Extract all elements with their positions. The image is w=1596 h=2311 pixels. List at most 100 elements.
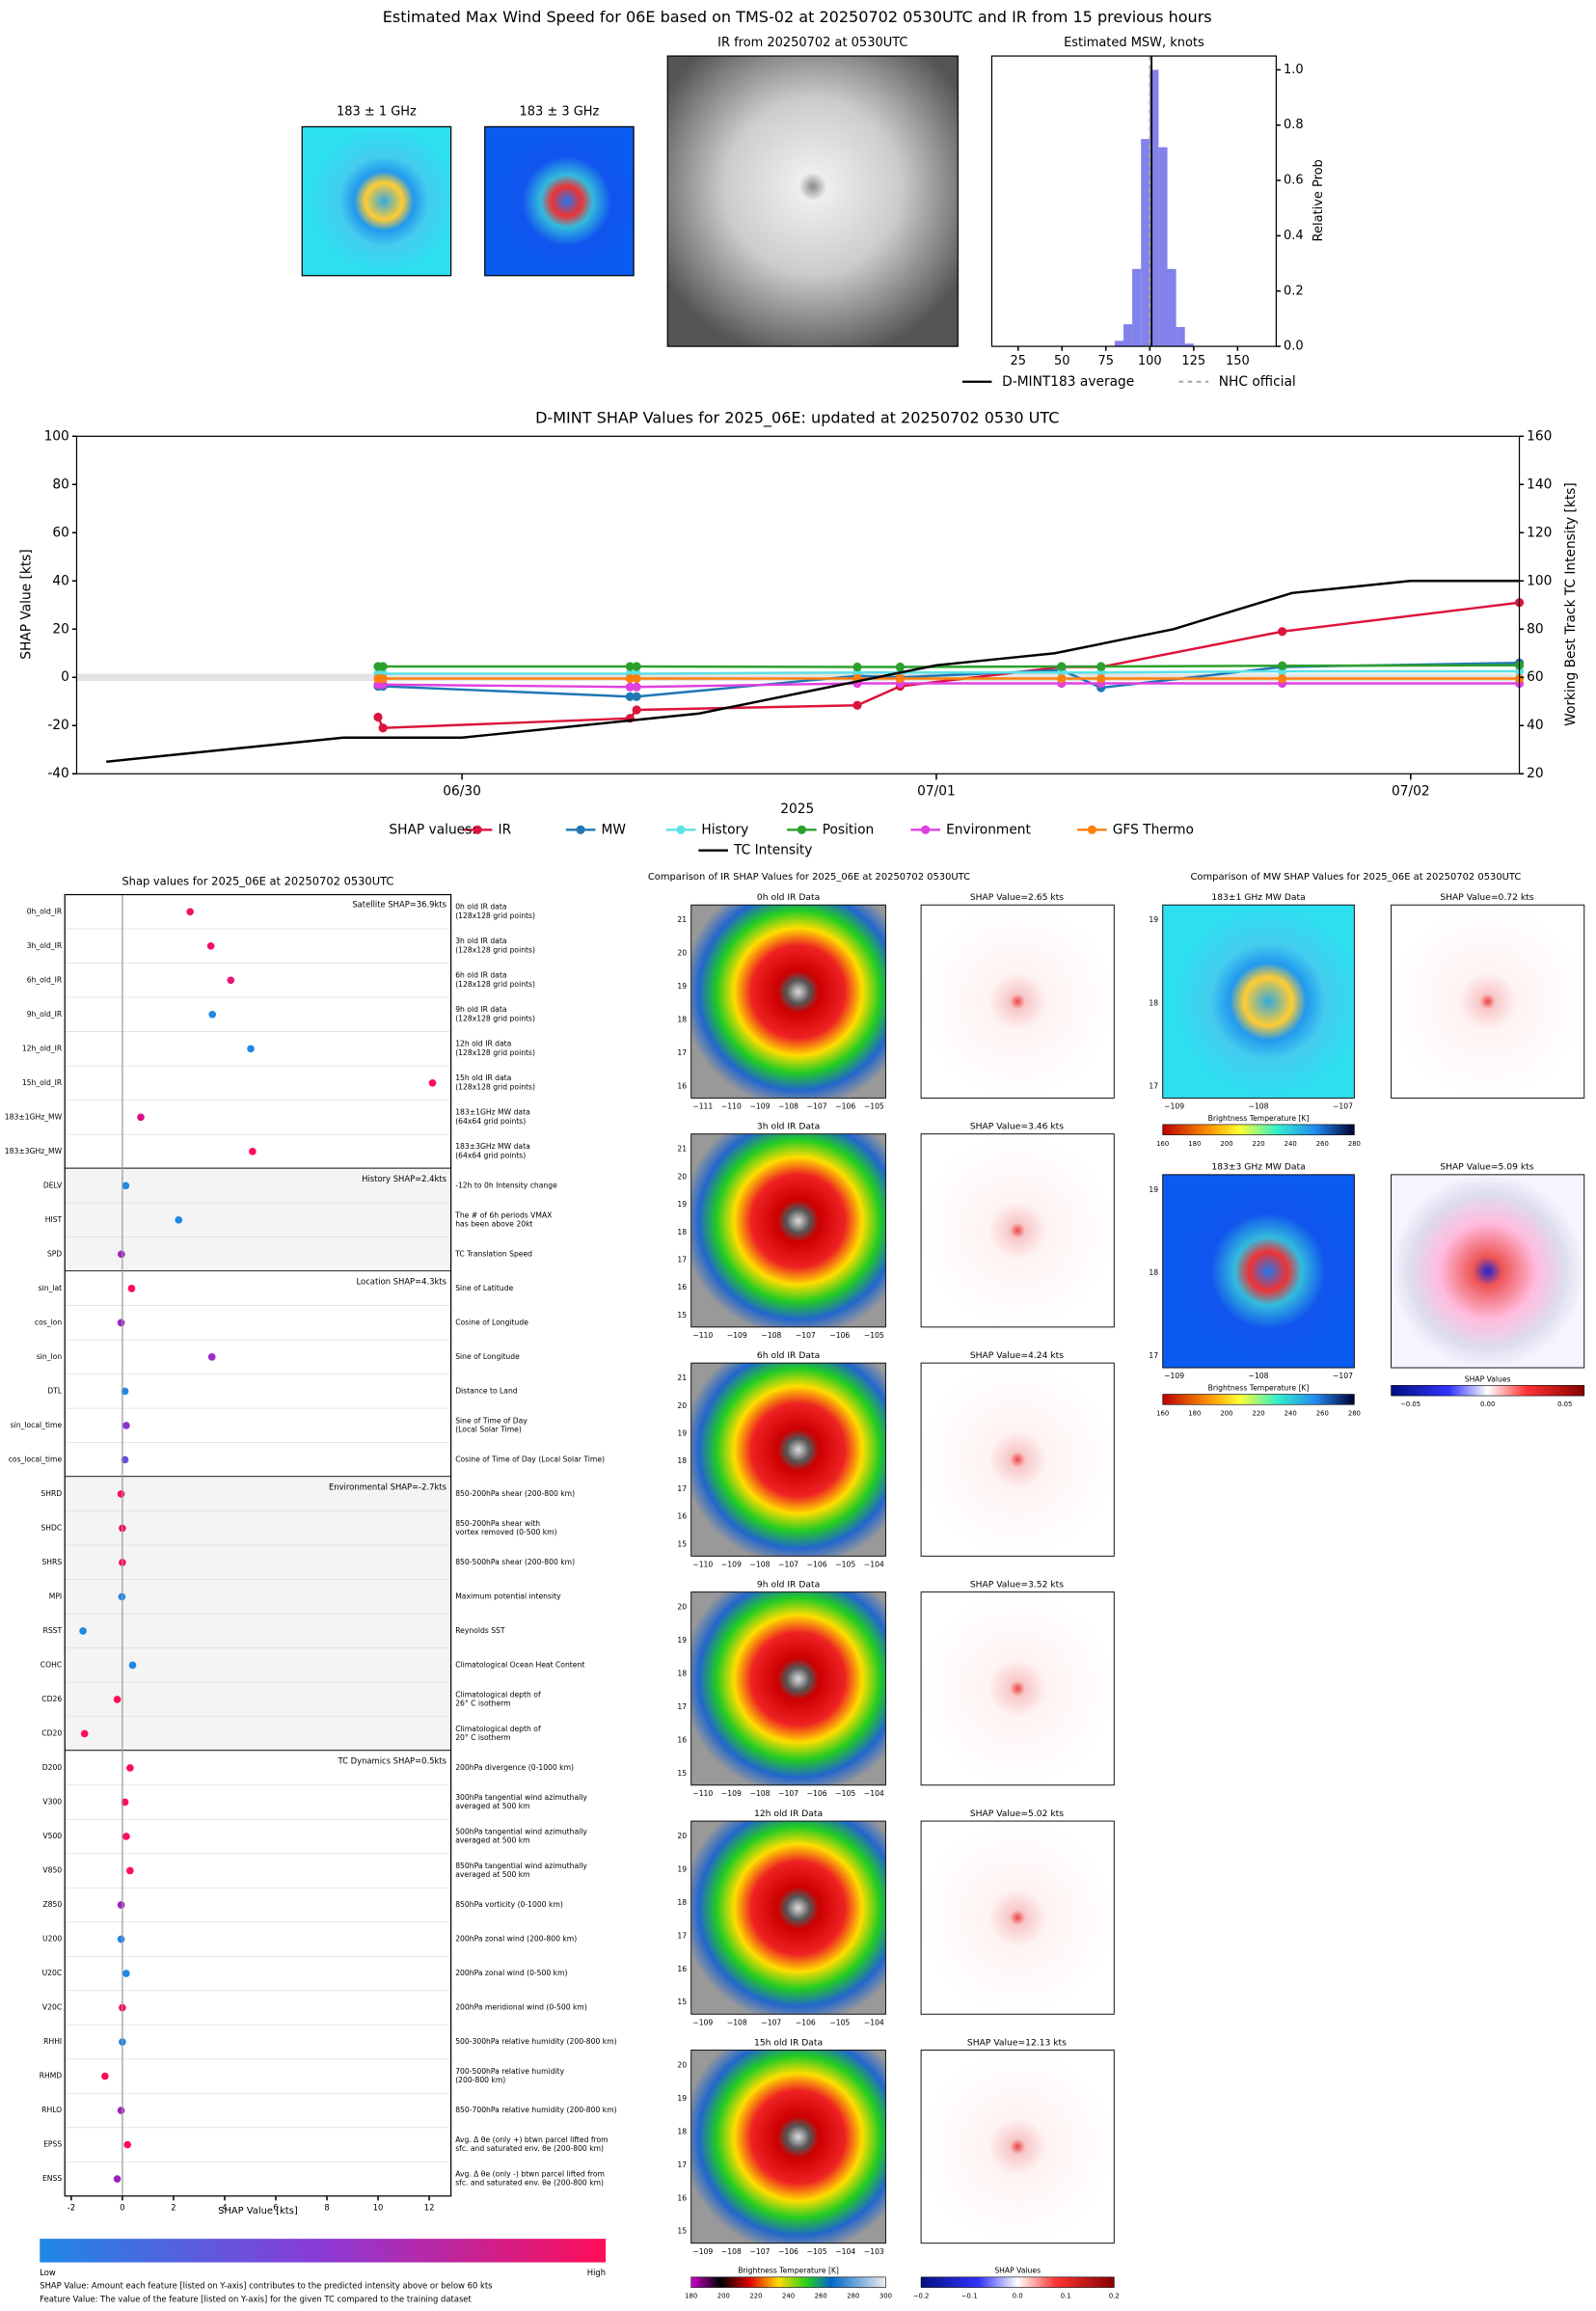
series-line xyxy=(377,669,1520,675)
image-title: 3h old IR Data xyxy=(757,1122,820,1132)
shap-dot xyxy=(101,2072,109,2080)
feature-description: Reynolds SST xyxy=(455,1626,505,1635)
series-marker xyxy=(378,673,388,684)
image-x-tick: −107 xyxy=(778,1789,798,1798)
feature-description: 9h old IR data xyxy=(455,1005,506,1014)
image-x-tick: −109 xyxy=(692,2247,713,2256)
image-title: 183±3 GHz MW Data xyxy=(1211,1162,1305,1173)
panel-title: Comparison of IR SHAP Values for 2025_06… xyxy=(648,872,970,883)
colorbar-tick-label: 220 xyxy=(749,2293,762,2300)
image-y-tick: 17 xyxy=(1149,1351,1158,1360)
series-marker xyxy=(895,662,905,672)
feature-description: 700-500hPa relative humidity xyxy=(455,2067,564,2076)
feature-description: Cosine of Time of Day (Local Solar Time) xyxy=(455,1455,605,1463)
colorbar xyxy=(920,2276,1115,2288)
image-y-tick: 15 xyxy=(677,1769,687,1778)
series-marker xyxy=(625,682,635,692)
feature-label: MPI xyxy=(49,1591,62,1600)
feature-description: 15h old IR data xyxy=(455,1074,511,1082)
note: Feature Value: The value of the feature … xyxy=(40,2294,472,2303)
image-x-tick: −108 xyxy=(750,1789,771,1798)
x-tick-label: 75 xyxy=(1098,354,1115,368)
figure-title: Estimated Max Wind Speed for 06E based o… xyxy=(383,8,1212,26)
x-tick-label: 06/30 xyxy=(443,784,481,800)
x-tick-label: 07/02 xyxy=(1392,784,1430,800)
feature-label: 183±1GHz_MW xyxy=(5,1112,63,1121)
feature-label: cos_lon xyxy=(35,1318,62,1326)
feature-label: SHRS xyxy=(41,1558,62,1566)
image-y-tick: 21 xyxy=(677,915,687,924)
feature-description: 12h old IR data xyxy=(455,1040,511,1048)
image-y-tick: 15 xyxy=(677,2227,687,2236)
feature-label: EPSS xyxy=(43,2140,62,2149)
image-title: 183 ± 3 GHz xyxy=(520,105,600,120)
image-y-tick: 19 xyxy=(677,1865,687,1874)
feature-description: 850hPa vorticity (0-1000 km) xyxy=(455,1900,563,1909)
shap-dot xyxy=(247,1045,255,1053)
feature-description: Climatological depth of xyxy=(455,1690,541,1699)
colorbar-tick-label: 0.0 xyxy=(1013,2293,1023,2300)
colorbar-tick-label: 200 xyxy=(1220,1140,1232,1148)
feature-label: SPD xyxy=(47,1249,62,1258)
histogram-bar xyxy=(1184,343,1194,347)
feature-description: Climatological depth of xyxy=(455,1725,541,1733)
image-x-tick: −110 xyxy=(692,1789,713,1798)
feature-description: has been above 20kt xyxy=(455,1219,532,1228)
x-tick-label: 4 xyxy=(222,2203,227,2213)
colorbar-tick-label: 220 xyxy=(1253,1409,1265,1417)
image-y-tick: 19 xyxy=(1149,915,1158,924)
feature-description: (Local Solar Time) xyxy=(455,1425,522,1433)
image-x-tick: −108 xyxy=(778,1102,798,1111)
y-tick-label: 20 xyxy=(52,621,69,637)
feature-description: (64x64 grid points) xyxy=(455,1117,526,1126)
shap-image xyxy=(920,904,1115,1099)
series-marker xyxy=(378,723,388,733)
series-line xyxy=(376,601,1520,729)
shap-dot xyxy=(128,1661,137,1670)
y2-axis-label: Working Best Track TC Intensity [kts] xyxy=(1563,482,1579,726)
y2-tick-label: 160 xyxy=(1527,428,1552,444)
image-x-tick: −109 xyxy=(721,1789,742,1798)
x-tick-label: 12 xyxy=(424,2203,435,2213)
shap-image xyxy=(920,2050,1115,2244)
image-x-tick: −104 xyxy=(864,1560,884,1568)
feature-label: V850 xyxy=(42,1865,62,1874)
image-y-tick: 17 xyxy=(677,1484,687,1493)
y2-tick-label: 80 xyxy=(1527,621,1544,637)
legend-label: NHC official xyxy=(1219,374,1296,390)
colorbar-tick-label: 260 xyxy=(815,2293,827,2300)
ir-image xyxy=(690,1591,886,1786)
image-y-tick: 16 xyxy=(677,1512,687,1521)
feature-label: DTL xyxy=(47,1386,63,1395)
feature-label: 15h_old_IR xyxy=(22,1078,63,1087)
feature-description: (128x128 grid points) xyxy=(455,1082,535,1091)
image-y-tick: 17 xyxy=(677,1931,687,1940)
image-y-tick: 18 xyxy=(677,1228,687,1237)
feature-description: (128x128 grid points) xyxy=(455,1014,535,1022)
feature-label: 183±3GHz_MW xyxy=(5,1147,63,1156)
series-line xyxy=(377,664,1520,668)
colorbar-tick-label: 260 xyxy=(1316,1140,1329,1148)
histogram-bar xyxy=(1158,147,1168,347)
feature-description: 200hPa divergence (0-1000 km) xyxy=(455,1763,574,1772)
legend-marker xyxy=(1087,825,1096,834)
feature-label: cos_local_time xyxy=(9,1455,63,1463)
feature-description: (64x64 grid points) xyxy=(455,1151,526,1159)
feature-description: averaged at 500 km xyxy=(455,1802,529,1810)
legend-label: Environment xyxy=(946,822,1031,837)
shap-dot xyxy=(428,1079,437,1087)
x-tick-label: 25 xyxy=(1011,354,1027,368)
image-y-tick: 16 xyxy=(677,1081,687,1090)
feature-label: COHC xyxy=(41,1660,62,1669)
shap-dot xyxy=(206,941,215,950)
image-y-tick: 19 xyxy=(1149,1185,1158,1194)
image-x-tick: −107 xyxy=(750,2247,771,2256)
legend-marker xyxy=(676,825,686,834)
y-tick-label: -20 xyxy=(47,718,68,733)
feature-label: SHRD xyxy=(41,1489,62,1498)
image-x-tick: −106 xyxy=(829,1331,850,1340)
feature-label: 6h_old_IR xyxy=(27,975,63,984)
shap-image xyxy=(920,1362,1115,1557)
chart-title: D-MINT SHAP Values for 2025_06E: updated… xyxy=(535,408,1059,427)
